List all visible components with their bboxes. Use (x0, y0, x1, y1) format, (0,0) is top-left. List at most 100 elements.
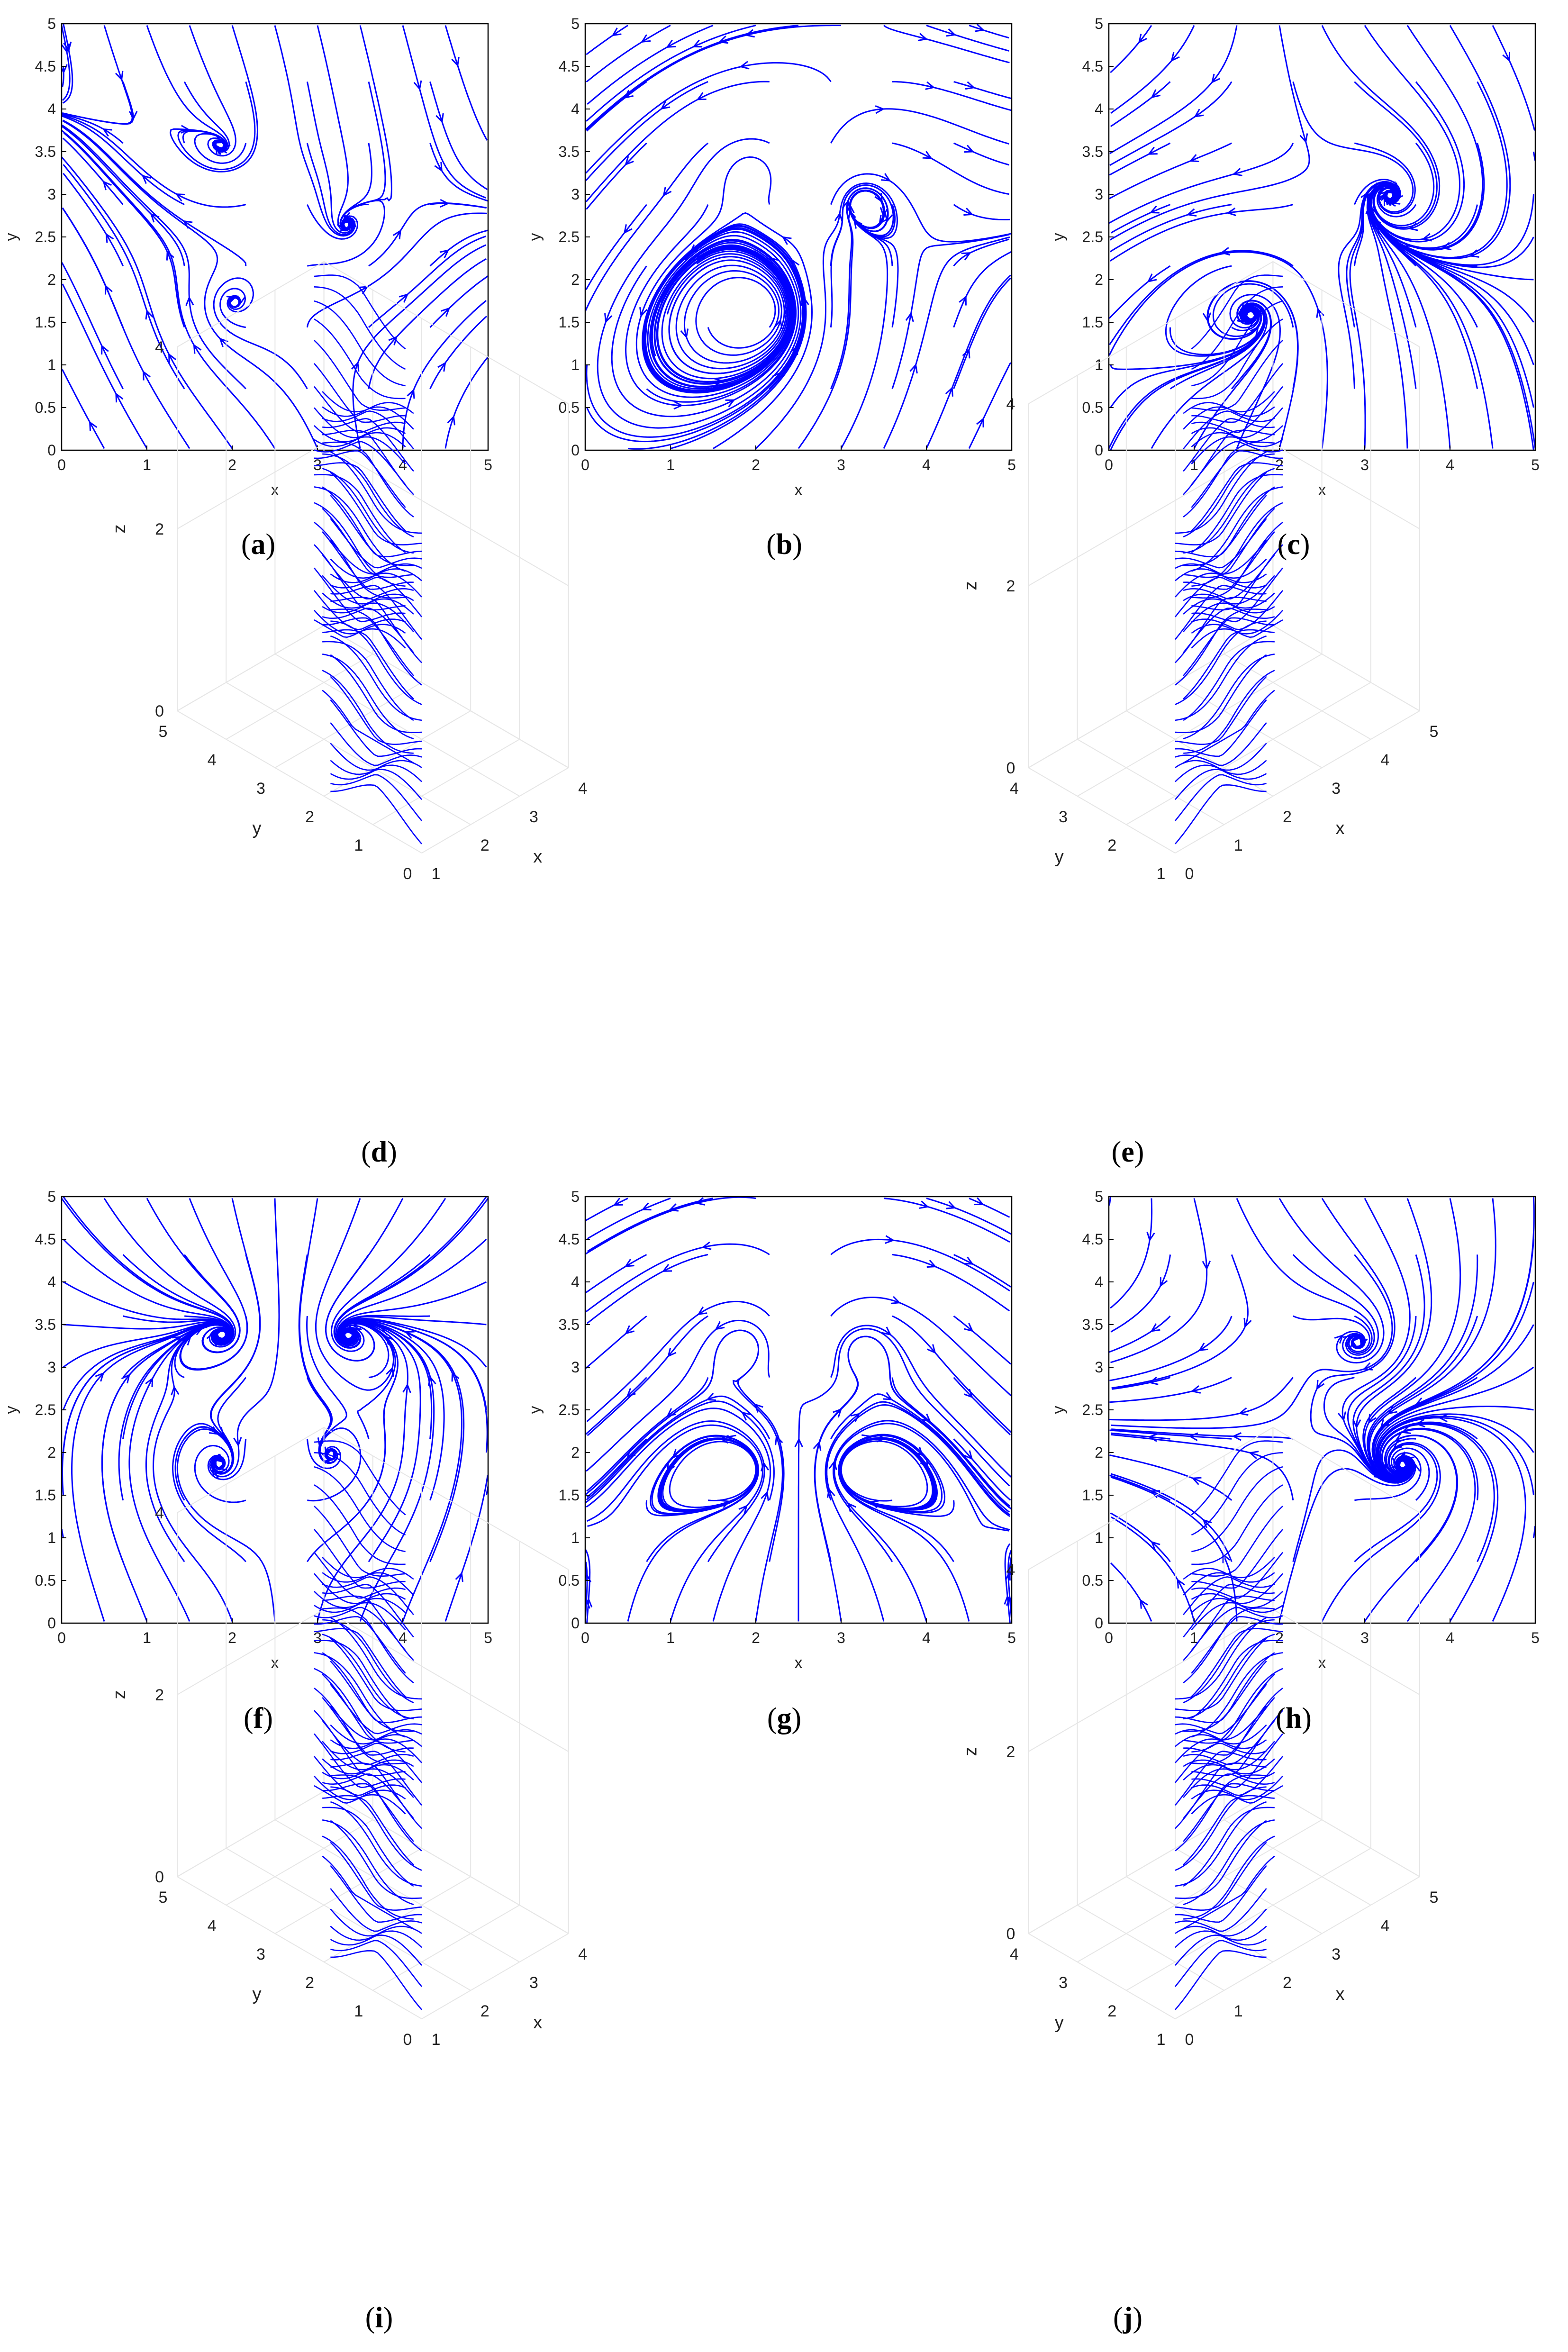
y-tick-label-f: 0.5 (35, 1572, 56, 1589)
arrow-a (141, 174, 152, 184)
arrow-b (884, 212, 893, 223)
x-tick-label-j: 5 (1430, 1889, 1439, 1907)
arrow-g (927, 1344, 936, 1354)
caption-b: (b) (766, 528, 802, 561)
streamline-i (313, 1733, 406, 1789)
streamline-i (330, 1865, 422, 1923)
streamline-d (322, 641, 414, 721)
streamline-g (586, 1438, 647, 1498)
caption-e: (e) (1111, 1136, 1144, 1168)
z-axis-label-j: z (961, 1747, 980, 1756)
streamline-d (314, 502, 406, 587)
streamline-e (1175, 784, 1267, 845)
streamline-i (330, 1934, 422, 1966)
z-tick-label-j: 4 (1006, 1561, 1015, 1579)
arrow-b (739, 61, 750, 70)
y-axis-label-g: y (526, 1406, 544, 1414)
arrow-c (1149, 205, 1160, 214)
streamline-f (307, 1427, 362, 1502)
streamline-j (1183, 1783, 1275, 1842)
streamline-g (826, 1404, 1010, 1622)
streamline-g (585, 1254, 647, 1293)
y-tick-label-f: 2 (47, 1444, 56, 1461)
streamline-g (825, 1401, 1010, 1516)
axes-d: 1 2 3 4 0 1 2 3 4 5 0 2 4 x y z (109, 338, 587, 883)
streamline-i (314, 1652, 406, 1738)
arrow-a (185, 296, 194, 306)
y-tick-label-j: 3 (1059, 1974, 1068, 1992)
arrow-a (129, 111, 138, 121)
streamline-f (179, 1316, 248, 1371)
arrow-c (1403, 245, 1414, 254)
streamline-e (1183, 654, 1275, 740)
streamline-a (62, 124, 246, 390)
streamlines-h (1109, 1197, 1535, 1622)
streamline-i (314, 1440, 406, 1516)
arrow-f (145, 1377, 154, 1388)
arrow-h (1177, 1578, 1185, 1589)
y-tick-label-b: 0.5 (559, 399, 580, 416)
streamline-i (314, 1607, 406, 1651)
arrow-a (62, 64, 68, 74)
streamline-j (1191, 1640, 1283, 1719)
streamline-g (585, 1562, 588, 1580)
arrow-c (1194, 109, 1204, 118)
x-tick-label-a: 2 (228, 456, 236, 473)
y-tick-label-i: 2 (305, 1974, 314, 1992)
arrow-a (435, 113, 444, 124)
arrow-a (102, 128, 112, 137)
streamline-g (834, 1423, 1009, 1622)
x-tick-label-h: 4 (1446, 1629, 1454, 1646)
y-tick-label-a: 4.5 (35, 58, 56, 75)
streamline-g (1009, 1556, 1012, 1581)
caption-h: (h) (1276, 1702, 1312, 1734)
streamline-b (585, 62, 832, 174)
arrow-g (741, 1411, 751, 1421)
streamline-e (1191, 522, 1283, 599)
streamline-b (586, 81, 647, 132)
streamline-e (1183, 641, 1275, 721)
streamline-h (1110, 1476, 1238, 1622)
x-tick-label-d: 2 (480, 836, 489, 854)
streamline-h (1111, 1434, 1294, 1501)
streamline-b (926, 25, 1009, 52)
streamline-e (1175, 743, 1267, 771)
arrow-h (1351, 1333, 1361, 1343)
streamline-i (314, 1710, 406, 1777)
arrow-h (1148, 1376, 1159, 1385)
y-tick-label-d: 1 (354, 836, 363, 854)
streamline-g (926, 1198, 1012, 1235)
streamline-j (1183, 1652, 1275, 1732)
arrow-a (219, 337, 229, 347)
streamline-b (849, 190, 896, 238)
streamline-d (322, 406, 414, 430)
y-tick-label-d: 0 (403, 865, 412, 883)
arrow-b (662, 187, 672, 197)
arrow-h (1146, 1231, 1155, 1242)
arrow-b (611, 27, 622, 36)
streamline-h (1278, 1198, 1385, 1364)
z-tick-label-i: 4 (155, 1504, 164, 1522)
streamline-c (1109, 81, 1233, 166)
arrow-b (641, 34, 651, 43)
streamline-a (368, 258, 487, 389)
y-tick-label-h: 2.5 (1082, 1401, 1103, 1418)
streamline-e (1175, 472, 1267, 545)
panel-g: 0 1 2 3 4 5 0 0.5 1 1.5 2 2.5 3 3.5 4 4.5 5 x y (526, 1188, 1016, 1672)
z-tick-label-e: 4 (1006, 395, 1015, 413)
z-tick-label-j: 0 (1006, 1925, 1015, 1943)
arrow-f (455, 1571, 463, 1582)
streamline-a (177, 81, 256, 171)
streamline-i (322, 1572, 414, 1596)
streamline-f (334, 1197, 487, 1349)
streamline-i (314, 1466, 406, 1553)
streamline-b (586, 25, 756, 122)
y-tick-label-e: 2 (1107, 836, 1116, 854)
y-tick-label-c: 2.5 (1082, 228, 1103, 245)
streamline-a (62, 126, 185, 266)
arrow-a (413, 80, 422, 91)
streamline-g (1004, 1543, 1011, 1623)
arrow-c (1147, 146, 1158, 155)
streamline-e (1191, 274, 1283, 350)
